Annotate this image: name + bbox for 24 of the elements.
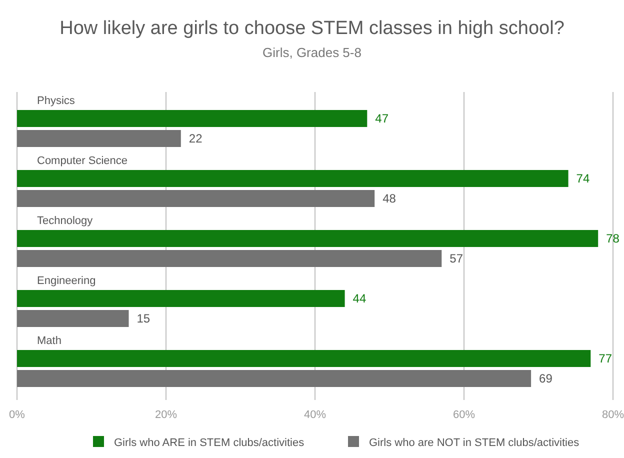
x-tick-label: 0% <box>9 409 26 421</box>
data-label: 44 <box>352 292 366 306</box>
data-label: 78 <box>606 232 620 246</box>
y-tick-label: Engineering <box>37 275 96 287</box>
y-tick-label: Computer Science <box>37 155 128 167</box>
data-label: 48 <box>382 192 396 206</box>
legend-label: Girls who ARE in STEM clubs/activities <box>114 437 305 449</box>
data-label: 69 <box>539 372 553 386</box>
legend-label: Girls who are NOT in STEM clubs/activities <box>369 437 580 449</box>
data-label: 77 <box>598 352 612 366</box>
data-label: 22 <box>188 132 203 146</box>
data-label: 57 <box>450 252 464 266</box>
x-tick-label: 60% <box>452 409 476 421</box>
x-tick-label: 20% <box>154 409 178 421</box>
data-label: 74 <box>576 172 590 186</box>
data-label: 47 <box>375 112 389 126</box>
y-tick-label: Technology <box>37 215 94 227</box>
data-label: 15 <box>136 312 150 326</box>
x-tick-label: 80% <box>602 409 624 421</box>
x-tick-label: 40% <box>304 409 326 421</box>
chart-title: How likely are girls to choose STEM classes in high school? <box>60 18 564 39</box>
chart-subtitle: Girls, Grades 5-8 <box>262 45 362 60</box>
y-tick-label: Physics <box>37 95 76 107</box>
y-tick-label: Math <box>37 335 62 347</box>
